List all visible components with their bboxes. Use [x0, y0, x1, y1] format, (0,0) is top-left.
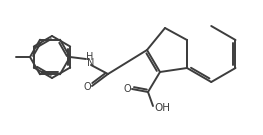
Text: OH: OH: [154, 103, 170, 113]
Text: N: N: [87, 58, 95, 68]
Text: O: O: [83, 82, 91, 92]
Text: O: O: [123, 84, 131, 94]
Text: H: H: [86, 52, 94, 62]
